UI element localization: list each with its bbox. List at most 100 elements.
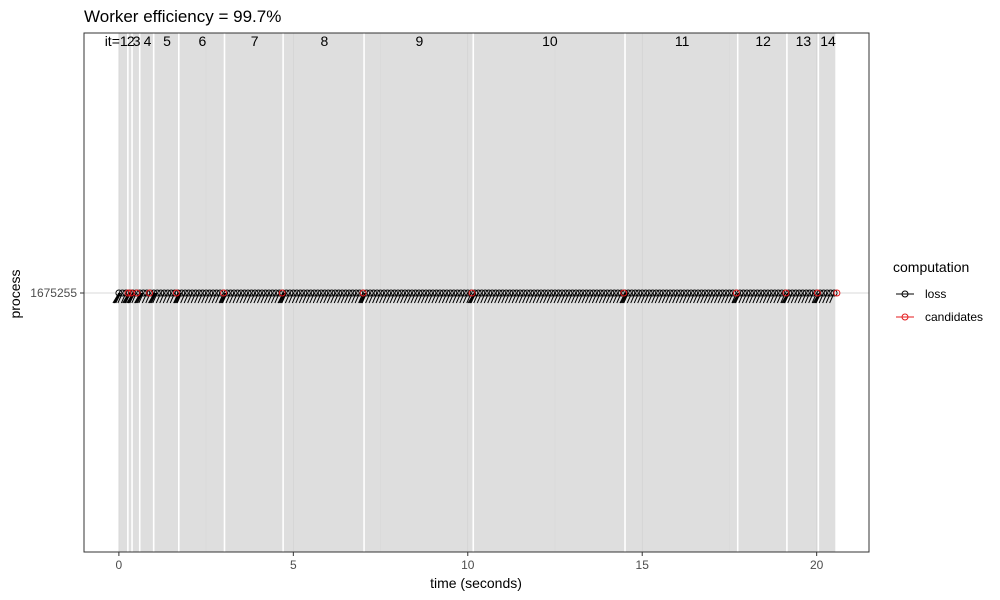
loss-point xyxy=(649,289,657,297)
loss-point xyxy=(223,289,231,297)
loss-point xyxy=(185,289,193,297)
loss-segment xyxy=(619,292,627,304)
loss-point xyxy=(408,289,416,297)
loss-point xyxy=(460,289,468,297)
loss-point xyxy=(575,289,583,297)
legend: computation loss candidates xyxy=(893,259,983,324)
loss-point xyxy=(286,289,294,297)
loss-point xyxy=(485,289,493,297)
loss-point xyxy=(429,289,437,297)
loss-point xyxy=(251,289,259,297)
loss-point xyxy=(356,289,364,297)
loss-point xyxy=(534,289,542,297)
chart-title: Worker efficiency = 99.7% xyxy=(84,7,281,26)
loss-point xyxy=(453,289,461,297)
loss-point xyxy=(715,289,723,297)
loss-segment xyxy=(125,292,131,304)
loss-point xyxy=(795,289,803,297)
loss-point xyxy=(673,289,681,297)
loss-point xyxy=(363,289,371,297)
loss-point xyxy=(425,289,433,297)
loss-point xyxy=(446,289,454,297)
loss-point xyxy=(656,289,664,297)
loss-point xyxy=(492,289,500,297)
loss-point xyxy=(411,289,419,297)
loss-point xyxy=(642,289,650,297)
loss-point xyxy=(628,289,636,297)
loss-point xyxy=(317,289,325,297)
y-tick-label: 1675255 xyxy=(30,286,77,300)
loss-point xyxy=(122,289,130,297)
loss-point xyxy=(743,289,751,297)
x-tick-label: 5 xyxy=(290,558,297,572)
candidates-point xyxy=(833,289,841,297)
iteration-band xyxy=(283,33,364,552)
loss-point xyxy=(206,289,214,297)
loss-point xyxy=(513,289,521,297)
loss-segment xyxy=(114,292,121,304)
loss-point xyxy=(729,289,737,297)
loss-point xyxy=(181,289,189,297)
loss-point xyxy=(680,289,688,297)
x-tick-label: 20 xyxy=(810,558,824,572)
candidates-point xyxy=(732,289,740,297)
x-axis: 0 5 10 15 20 xyxy=(116,552,824,572)
iteration-labels: it=1 23 4 5 6 7 8 9 10 11 12 13 14 xyxy=(105,33,836,49)
loss-point xyxy=(568,289,576,297)
loss-point xyxy=(593,289,601,297)
loss-point xyxy=(153,289,161,297)
loss-point xyxy=(384,289,391,297)
loss-point xyxy=(736,289,744,297)
loss-segment xyxy=(277,292,285,304)
loss-point xyxy=(488,289,496,297)
loss-segment xyxy=(151,292,157,304)
loss-point xyxy=(739,289,747,297)
loss-point xyxy=(663,289,671,297)
y-axis-label: process xyxy=(7,269,23,318)
loss-point xyxy=(202,289,210,297)
loss-point xyxy=(115,289,123,297)
loss-point xyxy=(209,289,217,297)
loss-point xyxy=(596,289,604,297)
data-marks xyxy=(112,289,841,304)
loss-point xyxy=(230,289,238,297)
candidates-point xyxy=(278,289,286,297)
candidates-point xyxy=(620,289,628,297)
loss-point xyxy=(600,289,608,297)
loss-point xyxy=(164,289,172,297)
loss-point xyxy=(261,289,269,297)
loss-point xyxy=(541,289,548,297)
legend-entry-label: loss xyxy=(925,287,946,301)
loss-point xyxy=(216,289,224,297)
legend-title: computation xyxy=(893,259,969,275)
iteration-label: 6 xyxy=(199,33,207,49)
iteration-label: 4 xyxy=(144,33,152,49)
loss-point xyxy=(589,289,597,297)
iteration-label: 8 xyxy=(320,33,328,49)
loss-point xyxy=(548,289,555,297)
loss-point xyxy=(806,289,814,297)
loss-point xyxy=(227,289,234,297)
loss-point xyxy=(457,289,465,297)
loss-point xyxy=(764,289,772,297)
loss-point xyxy=(366,289,374,297)
loss-point xyxy=(418,289,426,297)
loss-point xyxy=(579,289,587,297)
loss-segment xyxy=(137,292,143,304)
loss-point xyxy=(698,289,705,297)
loss-point xyxy=(624,289,632,297)
loss-segment xyxy=(781,292,789,304)
loss-point xyxy=(314,289,322,297)
loss-point xyxy=(830,289,838,297)
loss-point xyxy=(178,289,186,297)
loss-point xyxy=(303,289,311,297)
y-axis: 1675255 xyxy=(30,286,84,300)
loss-point xyxy=(436,289,444,297)
loss-point xyxy=(289,289,297,297)
candidates-point xyxy=(133,289,141,297)
loss-segment xyxy=(359,292,366,304)
loss-point xyxy=(527,289,535,297)
loss-segment xyxy=(148,292,155,304)
loss-point xyxy=(268,289,276,297)
loss-point xyxy=(450,289,458,297)
